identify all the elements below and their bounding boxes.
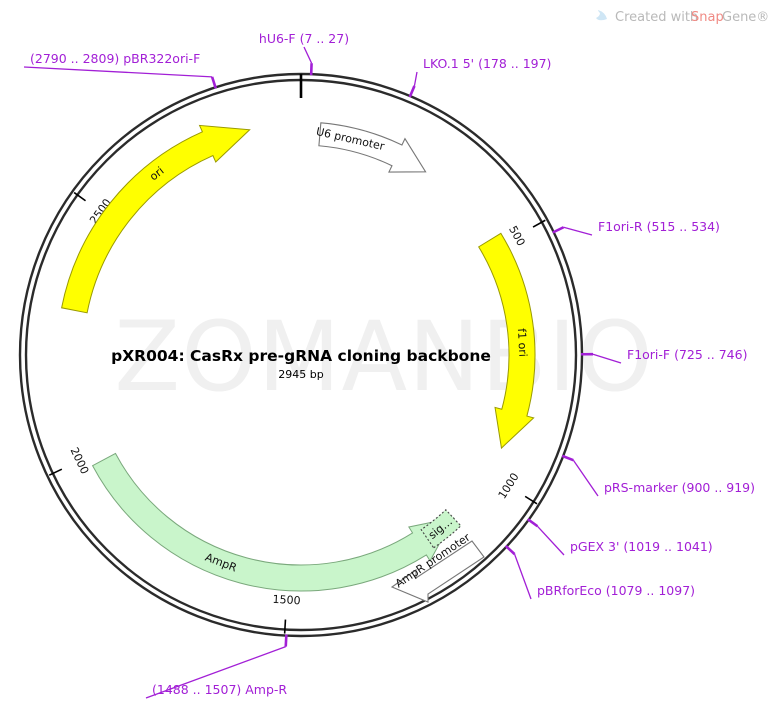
tick-mark: [48, 468, 63, 476]
primer-leader: [592, 353, 622, 364]
primer-label[interactable]: pGEX 3' (1019 .. 1041): [570, 539, 713, 554]
primer-tick: [527, 518, 539, 528]
feature-ampr[interactable]: [91, 452, 455, 592]
primer-hu6-f[interactable]: hU6-F (7 .. 27): [259, 31, 349, 76]
primer-tick: [504, 545, 516, 556]
feature-f1-ori[interactable]: [477, 232, 536, 450]
ampr-promoter-arrow: [390, 540, 485, 603]
primer-tick: [210, 76, 217, 89]
snapgene-prefix: Created with: [615, 10, 698, 25]
primer-label[interactable]: pBRforEco (1079 .. 1097): [537, 583, 695, 598]
tick-mark: [524, 495, 538, 505]
primer-pbr322ori-f[interactable]: (2790 .. 2809) pBR322ori-F: [23, 51, 217, 89]
zomanbio-watermark: ZOMANBIO: [114, 301, 653, 413]
primer-leader: [23, 66, 213, 78]
leaf-icon: [596, 10, 607, 21]
primer-prs-marker[interactable]: pRS-marker (900 .. 919): [561, 454, 755, 497]
primers-group: hU6-F (7 .. 27) LKO.1 5' (178 .. 197) F1or…: [23, 31, 755, 699]
primer-f1ori-f[interactable]: F1ori-F (725 .. 746): [580, 347, 747, 364]
primer-tick: [552, 226, 565, 234]
primer-leader: [572, 459, 599, 497]
primer-tick: [284, 634, 288, 647]
plasmid-size: 2945 bp: [278, 368, 323, 381]
tick-mark: [532, 219, 546, 228]
primer-f1ori-r[interactable]: F1ori-R (515 .. 534): [552, 219, 720, 236]
primer-leader: [413, 71, 418, 87]
primer-leader: [537, 525, 565, 556]
page-title: pXR004: CasRx pre-gRNA cloning backbone: [111, 347, 491, 365]
snapgene-brand-snap: Snap: [691, 10, 724, 25]
tick-label: 2000: [68, 445, 92, 476]
primer-tick: [561, 454, 574, 462]
primer-tick: [408, 85, 416, 98]
primer-label[interactable]: (2790 .. 2809) pBR322ori-F: [30, 51, 200, 66]
primer-label[interactable]: pRS-marker (900 .. 919): [604, 480, 755, 495]
feature-u6-promoter[interactable]: [318, 122, 427, 173]
primer-leader: [303, 46, 313, 64]
primer-label[interactable]: F1ori-R (515 .. 534): [598, 219, 720, 234]
primer-lko-1-5[interactable]: LKO.1 5' (178 .. 197): [408, 56, 552, 98]
tick-label: 500: [506, 224, 528, 249]
primer-label[interactable]: (1488 .. 1507) Amp-R: [152, 682, 287, 697]
snapgene-credit: Created with Snap Gene®: [596, 10, 768, 25]
primer-leader: [513, 553, 532, 600]
feature-ori[interactable]: [61, 124, 251, 314]
tick-mark: [73, 191, 87, 202]
primer-label[interactable]: F1ori-F (725 .. 746): [627, 347, 747, 362]
primer-pgex-3[interactable]: pGEX 3' (1019 .. 1041): [527, 518, 713, 556]
primer-amp-r[interactable]: (1488 .. 1507) Amp-R: [145, 634, 288, 699]
tick-label: 1500: [272, 593, 301, 608]
primer-label[interactable]: hU6-F (7 .. 27): [259, 31, 349, 46]
primer-label[interactable]: LKO.1 5' (178 .. 197): [423, 56, 551, 71]
feature-sig-peptide[interactable]: [420, 509, 462, 549]
primer-pbrforeco[interactable]: pBRforEco (1079 .. 1097): [504, 545, 695, 600]
feature-label: f1 ori: [515, 328, 530, 357]
snapgene-brand-gene: Gene®: [722, 10, 768, 25]
tick-label: 1000: [496, 471, 522, 502]
primer-leader: [145, 645, 286, 699]
tick-mark: [283, 619, 287, 634]
primer-leader: [563, 226, 593, 236]
